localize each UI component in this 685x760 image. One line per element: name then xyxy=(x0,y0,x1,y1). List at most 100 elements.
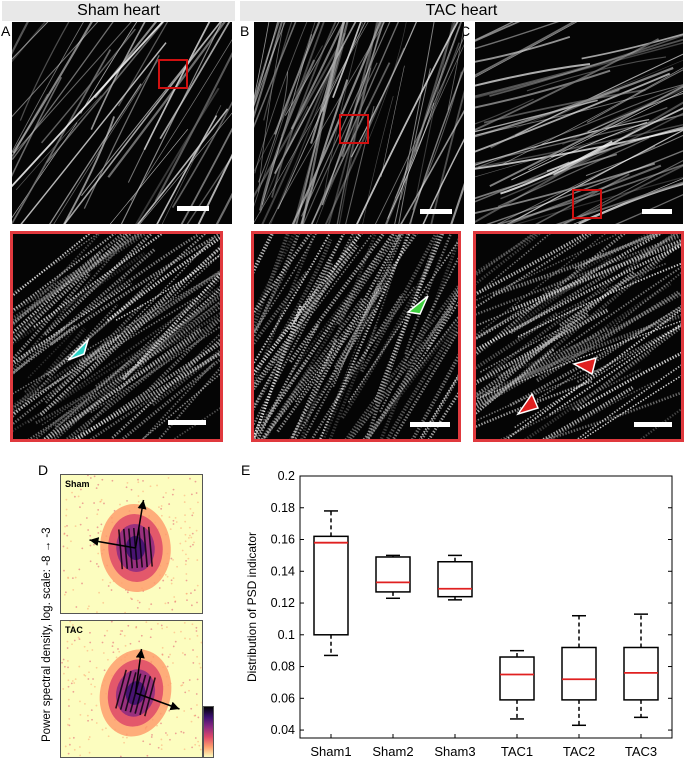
psd-noise-dot xyxy=(167,601,170,604)
psd-noise-dot xyxy=(171,608,174,611)
psd-noise-dot xyxy=(162,579,165,582)
psd-noise-dot xyxy=(93,502,95,504)
fiber-strand xyxy=(12,22,114,161)
psd-noise-dot xyxy=(149,636,152,639)
fiber-strand xyxy=(27,306,220,439)
psd-noise-dot xyxy=(194,737,197,739)
fiber-strand xyxy=(53,59,159,224)
psd-noise-dot xyxy=(150,736,153,738)
psd-fringe xyxy=(137,527,144,568)
psd-noise-dot xyxy=(183,748,186,751)
fiber-strand xyxy=(143,22,211,151)
fiber-strand xyxy=(537,282,672,377)
fiber-strand xyxy=(256,323,320,439)
psd-fringe xyxy=(115,669,127,709)
fiber-strand xyxy=(254,22,283,119)
psd-noise-dot xyxy=(75,606,78,608)
fiber-strand xyxy=(63,116,116,224)
fiber-strand xyxy=(586,69,683,123)
psd-noise-dot xyxy=(110,589,113,591)
fiber-strand xyxy=(81,234,200,316)
fiber-strand xyxy=(13,234,91,297)
psd-noise-dot xyxy=(122,736,124,739)
psd-noise-dot xyxy=(129,642,132,645)
fiber-strand xyxy=(90,22,146,130)
psd-noise-dot xyxy=(169,653,171,656)
fiber-strand xyxy=(12,76,63,178)
psd-noise-dot xyxy=(168,503,171,505)
fiber-strand xyxy=(50,234,220,346)
fiber-strand xyxy=(254,262,334,411)
fiber-strand xyxy=(197,153,232,224)
psd-noise-dot xyxy=(126,481,129,484)
fiber-strand xyxy=(476,234,620,302)
psd-noise-dot xyxy=(160,624,163,627)
fiber-strand xyxy=(254,22,270,100)
psd-fringe xyxy=(139,676,152,716)
fiber-strand xyxy=(475,35,571,63)
y-tick-label: 0.18 xyxy=(271,501,295,515)
fiber-strand xyxy=(302,234,405,439)
y-axis-label: Distribution of PSD indicator xyxy=(245,532,259,682)
psd-noise-dot xyxy=(63,533,66,536)
fiber-strand xyxy=(254,22,278,106)
fiber-strand xyxy=(109,129,189,224)
psd-ylabel: Power spectral density, log. scale: -8 →… xyxy=(41,527,53,742)
psd-noise-dot xyxy=(73,748,76,751)
psd-noise-dot xyxy=(188,689,190,692)
fiber-strand xyxy=(49,83,142,224)
green-arrowhead xyxy=(406,295,429,315)
psd-noise-dot xyxy=(64,591,67,594)
fiber-strand xyxy=(476,368,602,422)
psd-noise-dot xyxy=(196,601,198,604)
fiber-strand xyxy=(476,380,593,428)
fiber-strand xyxy=(83,55,160,209)
psd-noise-dot xyxy=(68,743,71,746)
fiber-strand xyxy=(154,51,232,202)
fiber-strand xyxy=(585,134,683,177)
fiber-strand xyxy=(506,129,683,224)
fiber-strand xyxy=(171,101,232,209)
fiber-strand xyxy=(117,22,169,107)
fiber-strand xyxy=(476,234,539,275)
fiber-strand xyxy=(96,237,215,361)
fiber-strand xyxy=(327,22,383,224)
fiber-strand xyxy=(552,262,667,318)
fiber-strand xyxy=(475,98,534,125)
tac-zoom-image-b xyxy=(251,231,461,442)
fiber-strand xyxy=(27,285,220,424)
x-tick-label: TAC3 xyxy=(625,744,657,759)
scale-bar-b xyxy=(420,209,452,214)
sham-heart-header: Sham heart xyxy=(2,1,235,21)
fiber-strand xyxy=(12,93,49,160)
panel-label-a: A xyxy=(1,23,11,39)
psd-noise-dot xyxy=(89,534,92,537)
fiber-strand xyxy=(12,22,164,188)
fiber-strand xyxy=(324,47,406,224)
fiber-strand xyxy=(45,327,203,439)
psd-noise-dot xyxy=(84,703,86,705)
fiber-strand xyxy=(277,22,366,210)
psd-noise-dot xyxy=(89,544,92,547)
psd-noise-dot xyxy=(107,585,110,587)
fiber-strand xyxy=(310,293,404,439)
psd-fringe xyxy=(127,528,134,569)
fiber-strand xyxy=(120,22,223,224)
psd-noise-dot xyxy=(63,569,65,572)
fiber-strand xyxy=(475,22,560,50)
fiber-strand xyxy=(475,101,683,223)
psd-noise-dot xyxy=(117,648,119,650)
psd-noise-dot xyxy=(167,477,170,479)
psd-noise-dot xyxy=(176,565,178,568)
psd-noise-dot xyxy=(101,478,104,481)
fiber-strand xyxy=(475,124,683,169)
psd-fringe xyxy=(142,527,149,568)
y-tick-label: 0.06 xyxy=(271,691,295,705)
psd-noise-dot xyxy=(196,655,198,658)
psd-noise-dot xyxy=(198,744,201,747)
fiber-strand xyxy=(289,234,403,439)
psd-noise-dot xyxy=(86,649,89,652)
fiber-strand xyxy=(33,234,164,328)
fiber-strand xyxy=(13,324,76,375)
psd-noise-dot xyxy=(111,479,114,482)
